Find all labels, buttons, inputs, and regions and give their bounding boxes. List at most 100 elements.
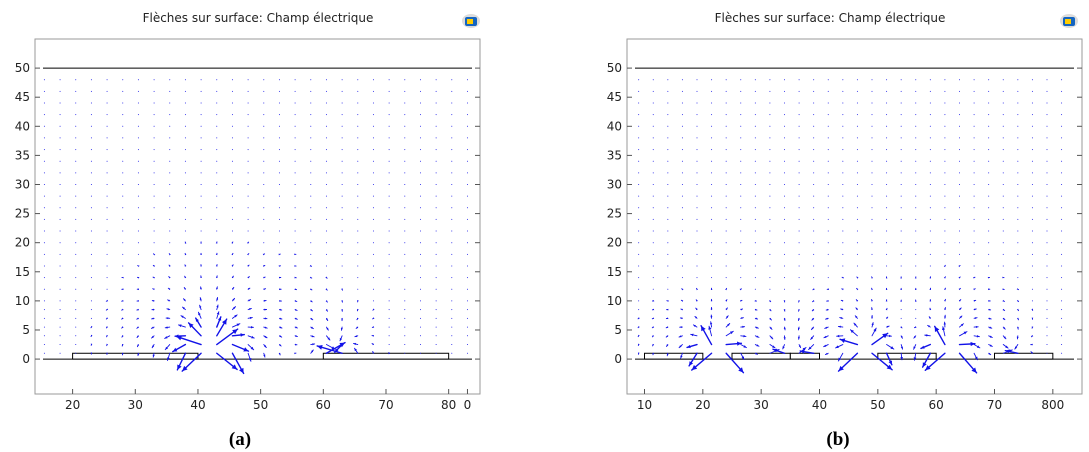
field-arrow <box>798 288 800 290</box>
field-arrow-head <box>294 288 297 291</box>
field-arrow <box>419 352 421 354</box>
field-arrow-head <box>216 311 220 315</box>
field-arrow <box>1061 79 1063 81</box>
field-arrow <box>294 352 297 355</box>
field-arrow <box>278 207 280 209</box>
field-arrow <box>231 275 234 279</box>
x-tick-label: 0 <box>464 398 472 412</box>
field-arrow <box>184 90 186 92</box>
field-arrow <box>263 114 265 116</box>
field-arrow <box>681 230 683 232</box>
comsol-logo-icon[interactable] <box>1060 14 1078 28</box>
field-arrow <box>900 344 904 350</box>
field-arrow-head <box>743 345 747 348</box>
field-arrow <box>419 160 421 162</box>
field-arrow <box>711 218 713 220</box>
field-arrow-head <box>184 276 187 279</box>
field-arrow <box>769 230 771 232</box>
field-arrow <box>466 317 468 319</box>
field-arrow <box>404 90 406 92</box>
field-arrow <box>404 326 406 328</box>
field-arrow-head <box>989 344 993 347</box>
field-arrow <box>75 253 77 255</box>
field-arrow <box>651 308 655 311</box>
field-arrow <box>824 352 829 355</box>
field-arrow <box>856 265 858 267</box>
field-arrow <box>696 172 698 174</box>
field-arrow <box>667 90 669 92</box>
field-arrow-head <box>1002 288 1005 290</box>
field-arrow <box>200 149 202 151</box>
field-arrow <box>419 300 421 302</box>
field-arrow <box>958 264 961 268</box>
field-arrow <box>59 160 61 162</box>
field-arrow-head <box>885 288 888 291</box>
field-arrow <box>294 230 296 232</box>
field-arrow <box>105 299 109 302</box>
field-arrow <box>341 230 343 232</box>
field-arrow <box>711 253 713 255</box>
field-arrow-head <box>246 242 249 244</box>
field-arrow <box>175 335 202 346</box>
field-arrow <box>1031 288 1033 290</box>
field-arrow <box>75 335 77 337</box>
field-arrow <box>357 288 359 290</box>
field-arrow-head <box>353 342 357 346</box>
field-arrow <box>915 125 917 127</box>
field-arrow <box>754 253 756 255</box>
field-arrow <box>769 326 773 330</box>
field-arrow <box>75 172 77 174</box>
field-arrow <box>824 326 829 329</box>
field-arrow-head <box>826 308 829 311</box>
field-arrow <box>168 276 171 279</box>
field-arrow <box>929 160 931 162</box>
field-arrow <box>169 230 171 232</box>
field-arrow-head <box>769 308 772 311</box>
field-arrow <box>167 299 171 302</box>
field-arrow <box>681 218 683 220</box>
field-arrow <box>294 265 297 267</box>
field-arrow-head <box>231 287 234 290</box>
field-arrow <box>1002 335 1007 340</box>
comsol-logo-icon[interactable] <box>462 14 480 28</box>
field-arrow <box>929 307 932 311</box>
field-arrow <box>740 334 747 338</box>
field-arrow <box>325 230 327 232</box>
field-arrow <box>959 218 960 220</box>
field-arrow <box>404 137 406 139</box>
field-arrow <box>710 287 713 290</box>
field-arrow-head <box>354 348 357 352</box>
field-arrow <box>652 125 654 127</box>
field-arrow <box>711 195 713 197</box>
field-arrow <box>294 326 298 329</box>
field-arrow <box>842 253 844 255</box>
field-arrow <box>1046 265 1048 267</box>
field-arrow <box>973 114 975 116</box>
field-arrow <box>696 149 698 151</box>
field-arrow <box>137 79 139 81</box>
field-arrow <box>1004 349 1019 354</box>
field-arrow <box>59 352 61 354</box>
field-arrow <box>216 183 218 185</box>
field-arrow <box>466 335 468 337</box>
field-arrow <box>825 317 829 320</box>
field-arrow <box>754 308 758 311</box>
field-arrow <box>798 300 801 303</box>
field-arrow <box>812 299 815 303</box>
field-arrow <box>1016 299 1020 303</box>
field-arrow <box>341 160 343 162</box>
field-arrow <box>652 207 654 209</box>
field-arrow <box>871 137 873 139</box>
field-arrow <box>1061 114 1063 116</box>
field-arrow <box>840 299 844 302</box>
field-arrow <box>294 308 298 311</box>
field-arrow <box>1061 326 1063 328</box>
field-arrow <box>388 335 390 337</box>
field-arrow <box>404 183 406 185</box>
field-arrow-head <box>652 308 655 311</box>
field-arrow <box>842 137 844 139</box>
field-arrow <box>1031 125 1033 127</box>
field-arrow-head <box>249 316 253 320</box>
field-arrow-head <box>294 300 297 302</box>
field-arrow-head <box>666 335 669 338</box>
